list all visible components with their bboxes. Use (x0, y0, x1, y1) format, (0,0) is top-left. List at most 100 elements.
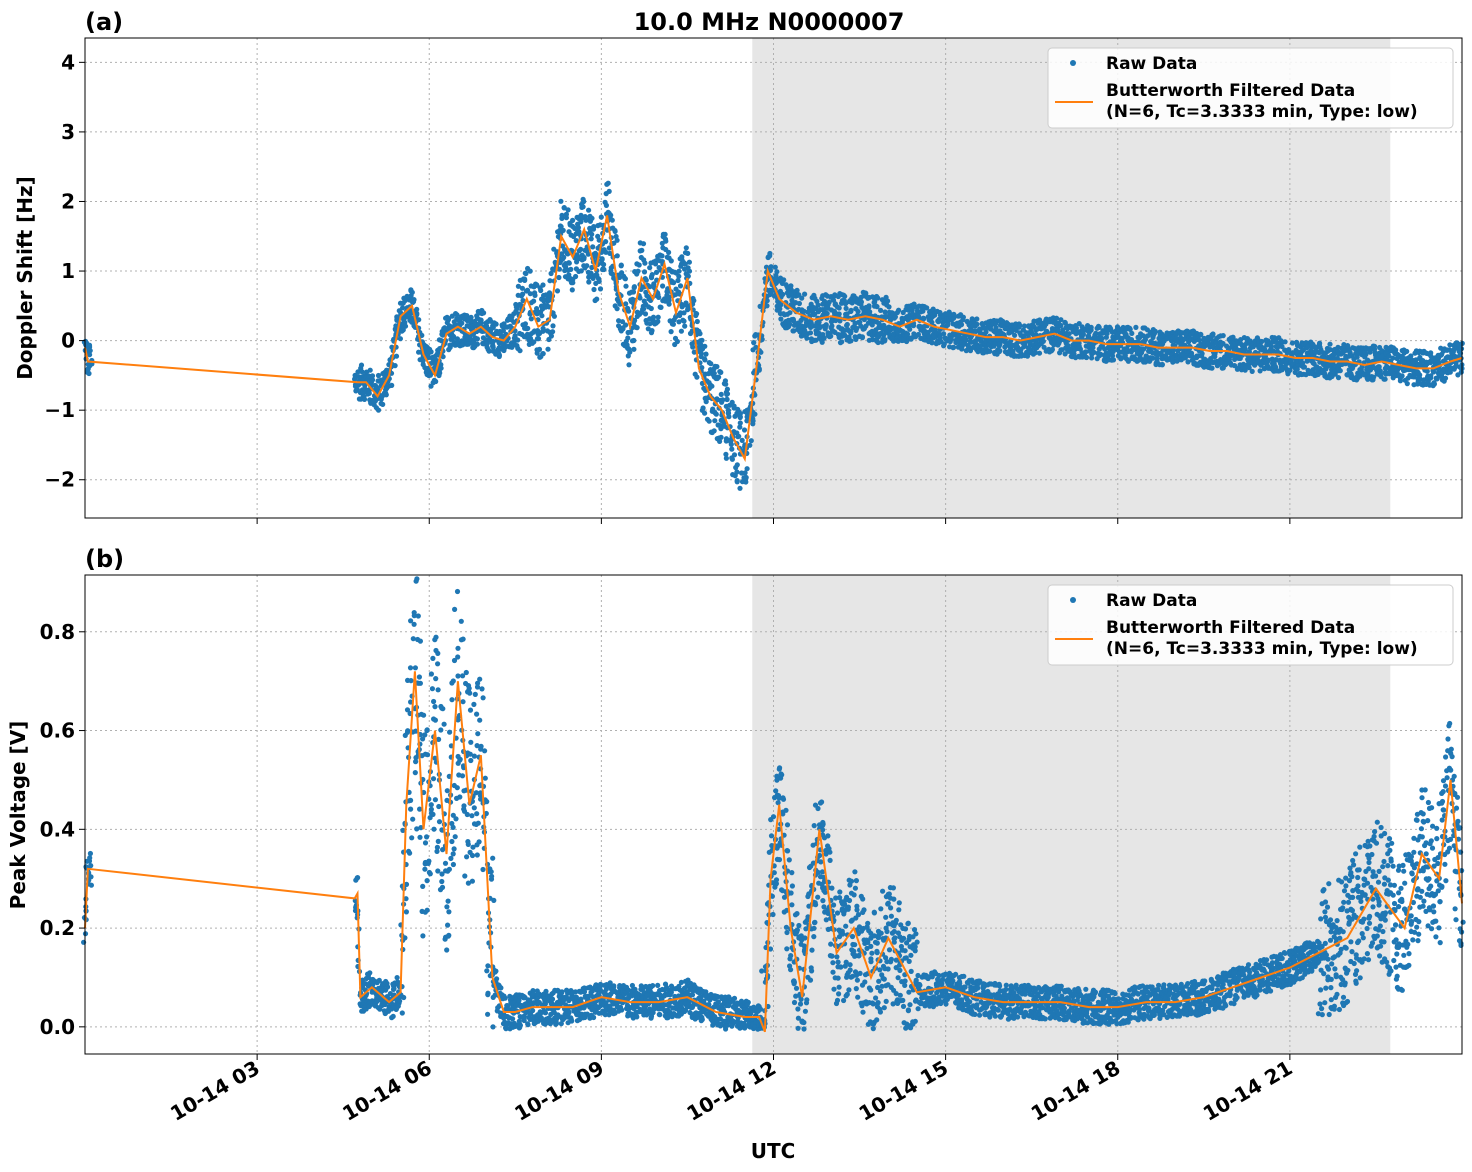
raw-point (656, 294, 662, 300)
raw-point (452, 606, 458, 613)
raw-point (1317, 344, 1323, 350)
raw-point (457, 794, 463, 800)
raw-point (547, 278, 553, 284)
raw-point (467, 707, 474, 713)
raw-point (597, 985, 603, 991)
raw-point (660, 283, 666, 289)
raw-point (586, 207, 592, 213)
raw-point (578, 219, 584, 225)
raw-point (407, 850, 413, 856)
raw-point (929, 340, 935, 346)
raw-point (713, 411, 719, 417)
raw-point (668, 329, 674, 335)
raw-point (556, 274, 562, 281)
raw-point (886, 304, 892, 310)
raw-point (743, 479, 749, 485)
raw-point (709, 383, 715, 389)
raw-point (445, 922, 451, 928)
raw-point (653, 269, 660, 275)
raw-point (570, 217, 576, 223)
grid-a (85, 38, 1462, 518)
raw-point (411, 297, 417, 303)
raw-point (714, 364, 720, 370)
raw-point (375, 407, 382, 413)
raw-point (527, 291, 533, 297)
raw-point (493, 968, 499, 974)
raw-point (878, 307, 884, 313)
raw-point (873, 303, 879, 309)
raw-point (1083, 354, 1089, 360)
raw-point (671, 280, 677, 286)
raw-point (538, 287, 544, 294)
raw-point (580, 204, 586, 210)
raw-point (1397, 378, 1403, 384)
raw-point (1249, 368, 1255, 374)
raw-point (767, 253, 773, 259)
raw-point (666, 301, 672, 307)
raw-point (737, 485, 743, 491)
raw-point (509, 1016, 516, 1022)
raw-point (565, 251, 571, 257)
raw-point (446, 866, 452, 872)
raw-point (581, 1005, 587, 1011)
raw-point (855, 308, 861, 315)
raw-point (718, 369, 724, 375)
raw-point (411, 621, 417, 627)
raw-point (694, 374, 700, 380)
raw-point (824, 310, 830, 317)
raw-point (475, 820, 481, 826)
raw-point (729, 446, 735, 452)
raw-point (408, 797, 414, 804)
raw-point (788, 283, 794, 289)
raw-point (701, 356, 708, 362)
raw-point (691, 349, 697, 355)
raw-point (432, 704, 438, 710)
raw-point (641, 269, 648, 275)
raw-point (802, 291, 808, 297)
raw-point (411, 610, 417, 616)
raw-point (993, 321, 999, 327)
raw-point (434, 848, 440, 855)
raw-point (652, 261, 659, 267)
raw-point (536, 329, 542, 335)
raw-point (410, 636, 416, 642)
raw-point (435, 868, 441, 874)
raw-point (446, 909, 452, 915)
raw-point (1272, 363, 1278, 369)
raw-point (590, 244, 596, 250)
raw-point (578, 268, 584, 274)
raw-point (475, 731, 481, 737)
raw-point (417, 680, 423, 686)
raw-point (586, 279, 592, 285)
figure-title: 10.0 MHz N0000007 (634, 8, 905, 36)
raw-point (490, 1024, 496, 1030)
raw-point (858, 301, 864, 307)
raw-point (452, 834, 458, 840)
raw-point (996, 348, 1003, 355)
raw-point (987, 348, 993, 354)
raw-point (550, 323, 556, 329)
raw-point (1458, 369, 1464, 375)
raw-point (1310, 360, 1316, 366)
raw-point (569, 287, 575, 293)
raw-point (527, 336, 534, 342)
raw-point (748, 438, 754, 444)
raw-point (441, 721, 447, 727)
raw-point (1442, 375, 1449, 381)
raw-point (397, 336, 403, 342)
raw-point (471, 753, 477, 759)
raw-point (417, 638, 423, 644)
raw-point (543, 988, 549, 995)
raw-point (734, 462, 740, 468)
raw-point (1152, 330, 1158, 336)
raw-point (490, 344, 496, 350)
raw-point (424, 752, 431, 758)
raw-point (811, 292, 817, 298)
raw-point (568, 266, 574, 272)
raw-point (493, 321, 499, 327)
raw-point (605, 180, 611, 186)
raw-point (482, 775, 488, 781)
raw-point (1372, 343, 1378, 349)
raw-point (640, 241, 647, 247)
raw-point (535, 336, 542, 342)
